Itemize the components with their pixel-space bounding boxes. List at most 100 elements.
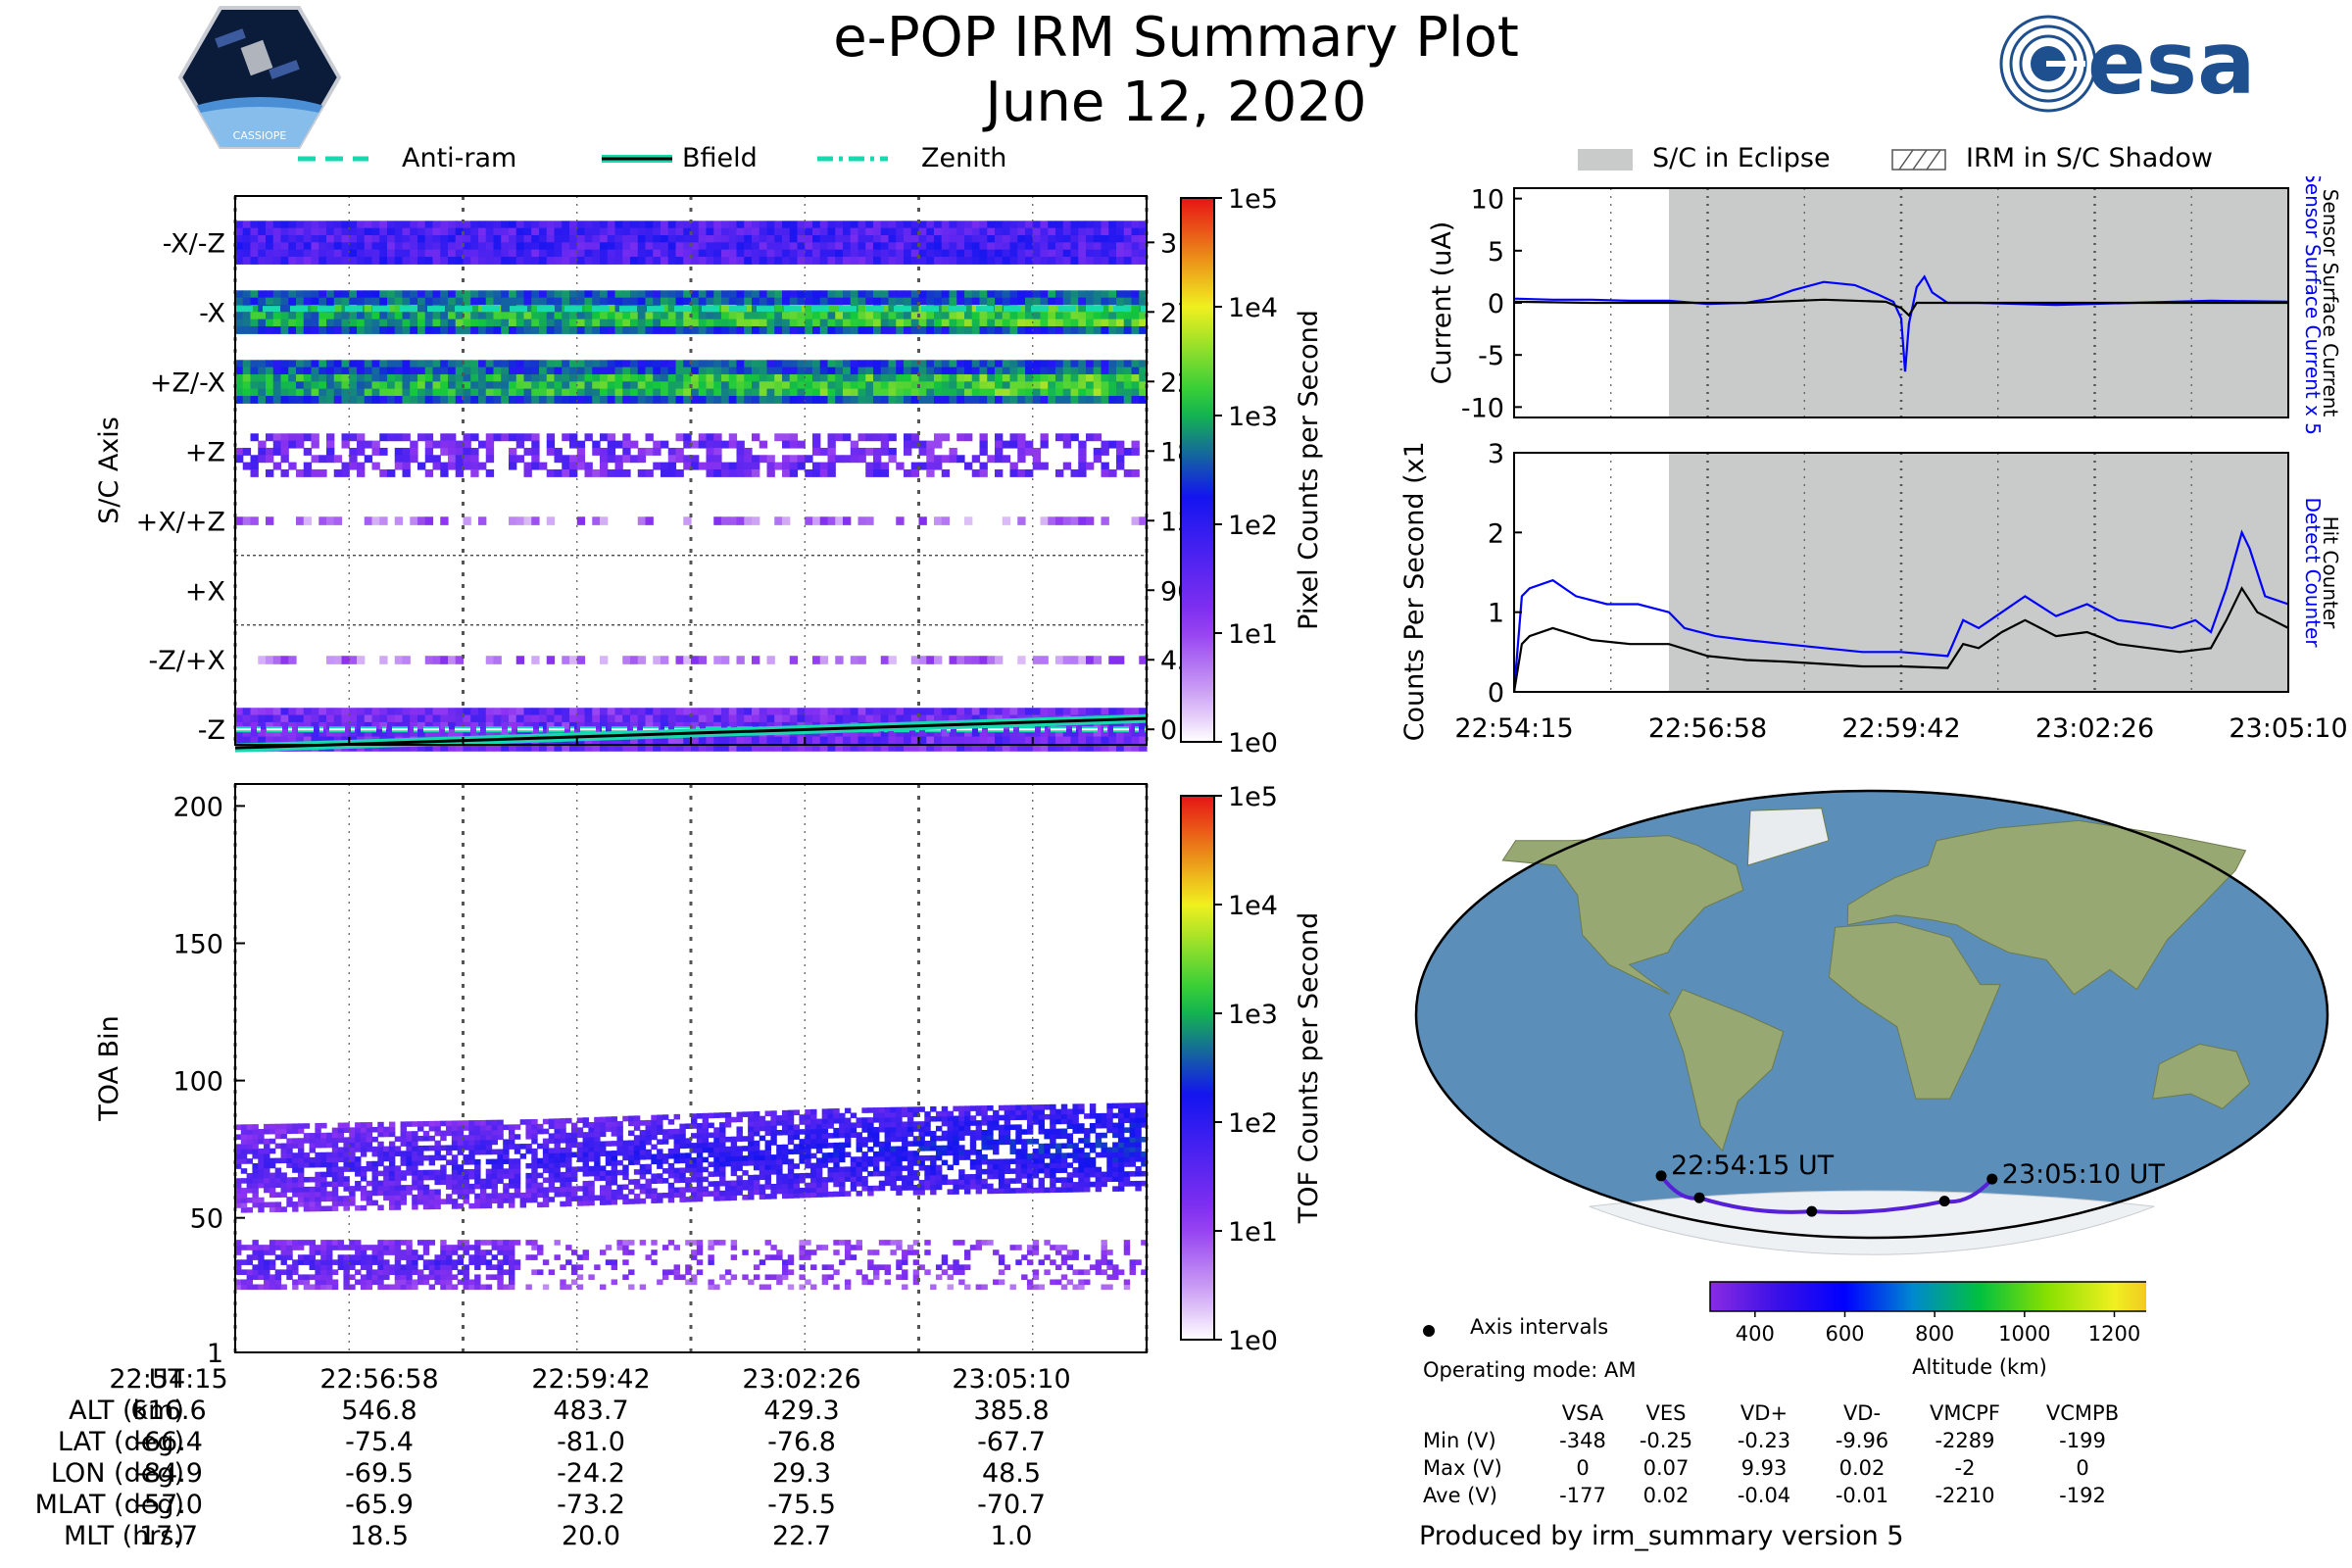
heatmap-cell [379, 433, 388, 442]
legend-anti-ram: Anti-ram [402, 143, 517, 173]
heatmap-cell [815, 1123, 823, 1130]
heatmap-cell [702, 1137, 710, 1144]
heatmap-cell [987, 714, 996, 723]
heatmap-cell [523, 721, 532, 730]
heatmap-cell [782, 290, 791, 299]
heatmap-cell [560, 1156, 566, 1163]
heatmap-cell [657, 1139, 663, 1145]
heatmap-cell [1048, 297, 1056, 306]
heatmap-cell [698, 297, 708, 306]
heatmap-cell [708, 1191, 714, 1197]
heatmap-cell [1048, 242, 1056, 251]
heatmap-cell [827, 234, 836, 243]
heatmap-cell [387, 381, 396, 390]
heatmap-cell [331, 1161, 339, 1168]
heatmap-cell [1123, 708, 1133, 716]
heatmap-cell [667, 220, 677, 229]
heatmap-cell [995, 714, 1004, 723]
heatmap-cell [379, 234, 388, 243]
heatmap-cell [843, 297, 852, 306]
heatmap-cell [805, 297, 813, 306]
heatmap-cell [764, 1164, 771, 1170]
heatmap-cell [639, 1173, 647, 1180]
heatmap-cell [318, 256, 327, 265]
heatmap-cell [949, 242, 957, 251]
heatmap-cell [614, 373, 623, 382]
heatmap-cell [1040, 462, 1049, 470]
heatmap-cell [448, 373, 457, 382]
heatmap-cell [730, 1170, 738, 1177]
heatmap-cell [448, 220, 457, 229]
heatmap-cell [685, 1167, 692, 1173]
heatmap-cell [719, 1137, 726, 1143]
heatmap-cell [698, 708, 708, 716]
heatmap-cell [812, 516, 821, 525]
heatmap-cell [827, 1133, 834, 1139]
heatmap-cell [888, 325, 897, 334]
heatmap-cell [387, 242, 396, 251]
heatmap-cell [850, 395, 859, 404]
heatmap-cell [311, 312, 319, 320]
heatmap-cell [861, 1122, 868, 1128]
heatmap-cell [457, 1145, 465, 1151]
heatmap-cell [240, 1139, 248, 1145]
heatmap-cell [759, 1159, 766, 1166]
heatmap-cell [440, 1130, 447, 1137]
heatmap-cell [1025, 234, 1034, 243]
heatmap-cell [463, 1174, 469, 1180]
heatmap-cell [1055, 395, 1064, 404]
heatmap-cell [630, 360, 639, 368]
heatmap-cell [440, 721, 449, 730]
heatmap-cell [1017, 433, 1026, 442]
heatmap-cell [235, 220, 244, 229]
heatmap-cell [910, 395, 920, 404]
heatmap-cell [987, 227, 996, 236]
heatmap-cell [728, 360, 738, 368]
heatmap-cell [736, 360, 745, 368]
heatmap-cell [1062, 388, 1072, 397]
heatmap-cell [766, 227, 775, 236]
heatmap-cell [850, 736, 859, 745]
heatmap-cell [1123, 325, 1133, 334]
heatmap-cell [519, 1119, 527, 1125]
heatmap-cell [434, 1150, 441, 1156]
heatmap-cell [971, 297, 981, 306]
heatmap-cell [479, 1202, 487, 1209]
heatmap-cell [600, 388, 609, 397]
heatmap-cell [637, 388, 647, 397]
heatmap-cell [309, 1161, 316, 1168]
heatmap-cell [531, 1138, 538, 1145]
heatmap-cell [1055, 234, 1064, 243]
heatmap-cell [280, 297, 289, 306]
heatmap-cell [904, 318, 912, 327]
heatmap-cell [748, 1136, 755, 1142]
heatmap-cell [736, 1175, 743, 1181]
heatmap-cell [326, 297, 335, 306]
heatmap-cell [594, 1155, 601, 1162]
heatmap-cell [315, 1127, 321, 1134]
heatmap-cell [653, 388, 662, 397]
heatmap-cell [1123, 729, 1133, 738]
heatmap-cell [850, 360, 859, 368]
heatmap-cell [424, 256, 434, 265]
heatmap-cell [1093, 447, 1102, 456]
heatmap-cell [637, 325, 647, 334]
heatmap-cell [474, 1193, 481, 1200]
heatmap-cell [661, 256, 669, 265]
heatmap-cell [366, 1146, 373, 1152]
heatmap-cell [605, 1170, 612, 1176]
heatmap-cell [752, 743, 760, 752]
heatmap-cell [628, 1189, 635, 1195]
heatmap-cell [341, 249, 350, 258]
heatmap-cell [554, 708, 563, 716]
heatmap-cell [728, 381, 738, 390]
heatmap-cell [856, 1132, 862, 1138]
heatmap-cell [821, 1108, 829, 1114]
heatmap-cell [311, 234, 319, 243]
heatmap-cell [446, 1125, 453, 1132]
heatmap-cell [653, 373, 662, 382]
heatmap-cell [1078, 325, 1087, 334]
heatmap-cell [410, 360, 418, 368]
heatmap-cell [812, 447, 821, 456]
heatmap-cell [926, 234, 935, 243]
